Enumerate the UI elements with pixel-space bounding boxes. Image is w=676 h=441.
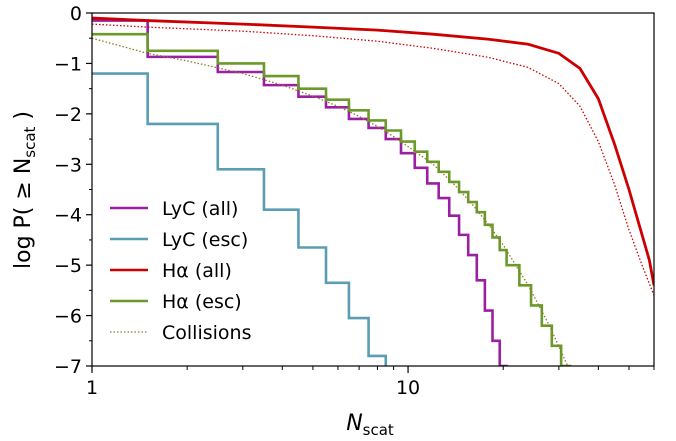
legend-label: LyC (all) [162,198,238,220]
legend-label: Hα (esc) [162,291,242,313]
legend-label: Hα (all) [162,260,232,282]
series-collisions-all-line [92,23,654,296]
y-axis-label: log P( ≥ Nscat ) [11,111,39,269]
legend-label: Collisions [162,322,251,344]
series-lyc-esc--line [92,72,388,366]
y-tick-label: 0 [70,3,82,25]
y-tick-label: −6 [54,306,82,328]
series-collisions-esc-line [92,37,569,366]
y-tick-label: −4 [54,205,82,227]
ticks-layer: 0 −1 −2 −3 −4 −5 −6 −71 10 [54,3,655,399]
x-tick-label: 10 [396,377,420,399]
y-tick-label: −2 [54,104,82,126]
legend-label: LyC (esc) [162,229,248,251]
y-tick-label: −7 [54,356,82,378]
x-axis-label: Nscat [346,411,394,439]
x-tick-label: 1 [86,377,98,399]
series-layer [92,16,654,366]
y-tick-label: −3 [54,154,82,176]
plot-frame [91,12,655,367]
series-lyc-all--line [92,19,508,366]
series-h-all--line [92,16,654,286]
legend: LyC (all) LyC (esc) Hα (all) Hα (esc) Collis… [110,198,251,344]
y-tick-label: −1 [54,53,82,75]
y-tick-label: −5 [54,255,82,277]
